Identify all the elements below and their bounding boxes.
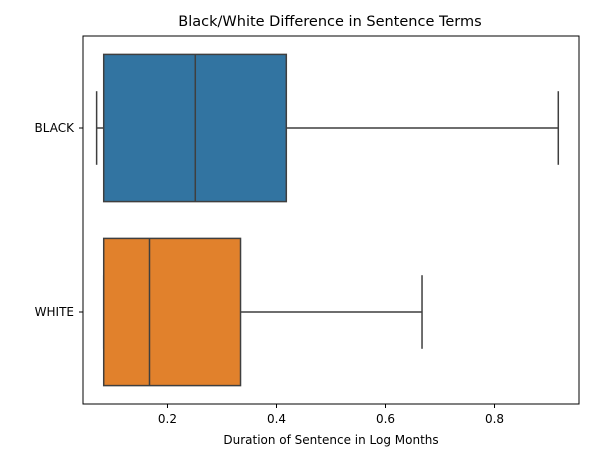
x-axis: 0.2 0.4 0.6 0.8	[158, 404, 504, 426]
box-white	[102, 237, 423, 387]
chart-title: Black/White Difference in Sentence Terms	[178, 14, 481, 30]
plot-area	[95, 53, 560, 387]
y-tick-label-white: WHITE	[35, 305, 74, 319]
x-tick-label: 0.2	[158, 412, 177, 426]
x-tick-label: 0.6	[376, 412, 395, 426]
x-tick-label: 0.4	[267, 412, 286, 426]
x-tick-label: 0.8	[485, 412, 504, 426]
x-axis-label: Duration of Sentence in Log Months	[223, 433, 438, 447]
y-axis: BLACK WHITE	[35, 121, 83, 319]
y-tick-label-black: BLACK	[35, 121, 76, 135]
iqr-box-white	[102, 237, 242, 387]
plot-frame	[82, 35, 580, 405]
box-black	[95, 53, 560, 203]
